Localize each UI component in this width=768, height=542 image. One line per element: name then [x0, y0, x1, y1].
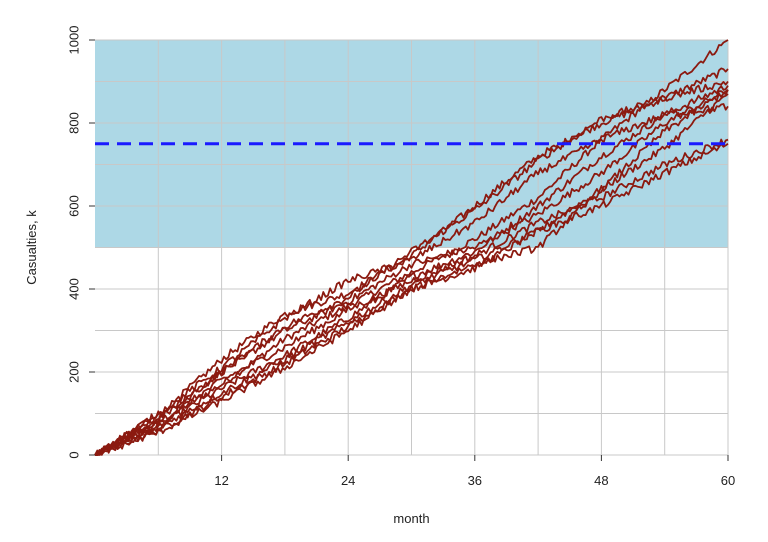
x-tick-label: 60 [721, 473, 735, 488]
x-tick-label: 48 [594, 473, 608, 488]
series-line-10 [94, 89, 729, 456]
series-line-4 [95, 89, 729, 456]
series-line-1 [94, 39, 729, 456]
y-tick-label: 0 [66, 451, 81, 458]
series-line-2 [95, 67, 729, 456]
y-tick-label: 1000 [66, 26, 81, 55]
x-tick-label: 12 [214, 473, 228, 488]
y-axis-label: Casualties, k [24, 210, 39, 285]
x-axis-label: month [393, 511, 429, 526]
series-line-6 [94, 138, 729, 456]
series-line-3 [95, 85, 729, 456]
series-layer [94, 39, 729, 456]
series-line-9 [94, 103, 729, 456]
x-tick-label: 36 [468, 473, 482, 488]
y-tick-label: 400 [66, 278, 81, 300]
series-line-7 [94, 80, 729, 456]
y-tick-label: 600 [66, 195, 81, 217]
y-tick-label: 800 [66, 112, 81, 134]
x-tick-label: 24 [341, 473, 355, 488]
y-tick-label: 200 [66, 361, 81, 383]
